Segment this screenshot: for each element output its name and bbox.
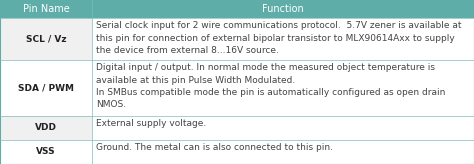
Bar xyxy=(92,60,474,116)
Text: Pin Name: Pin Name xyxy=(23,4,70,14)
Bar xyxy=(0,140,92,164)
Text: Function: Function xyxy=(262,4,304,14)
Bar xyxy=(0,60,92,116)
Text: SCL / Vz: SCL / Vz xyxy=(26,34,66,43)
Bar xyxy=(0,0,474,18)
Bar xyxy=(92,140,474,164)
Text: SDA / PWM: SDA / PWM xyxy=(18,83,74,92)
Text: VSS: VSS xyxy=(36,147,56,156)
Text: External supply voltage.: External supply voltage. xyxy=(96,120,207,129)
Bar xyxy=(0,116,92,140)
Text: Digital input / output. In normal mode the measured object temperature is
availa: Digital input / output. In normal mode t… xyxy=(96,63,446,109)
Text: Ground. The metal can is also connected to this pin.: Ground. The metal can is also connected … xyxy=(96,144,333,153)
Text: Serial clock input for 2 wire communications protocol.  5.7V zener is available : Serial clock input for 2 wire communicat… xyxy=(96,21,462,55)
Bar xyxy=(92,18,474,60)
Text: VDD: VDD xyxy=(35,123,57,133)
Bar xyxy=(92,116,474,140)
Bar xyxy=(0,18,92,60)
